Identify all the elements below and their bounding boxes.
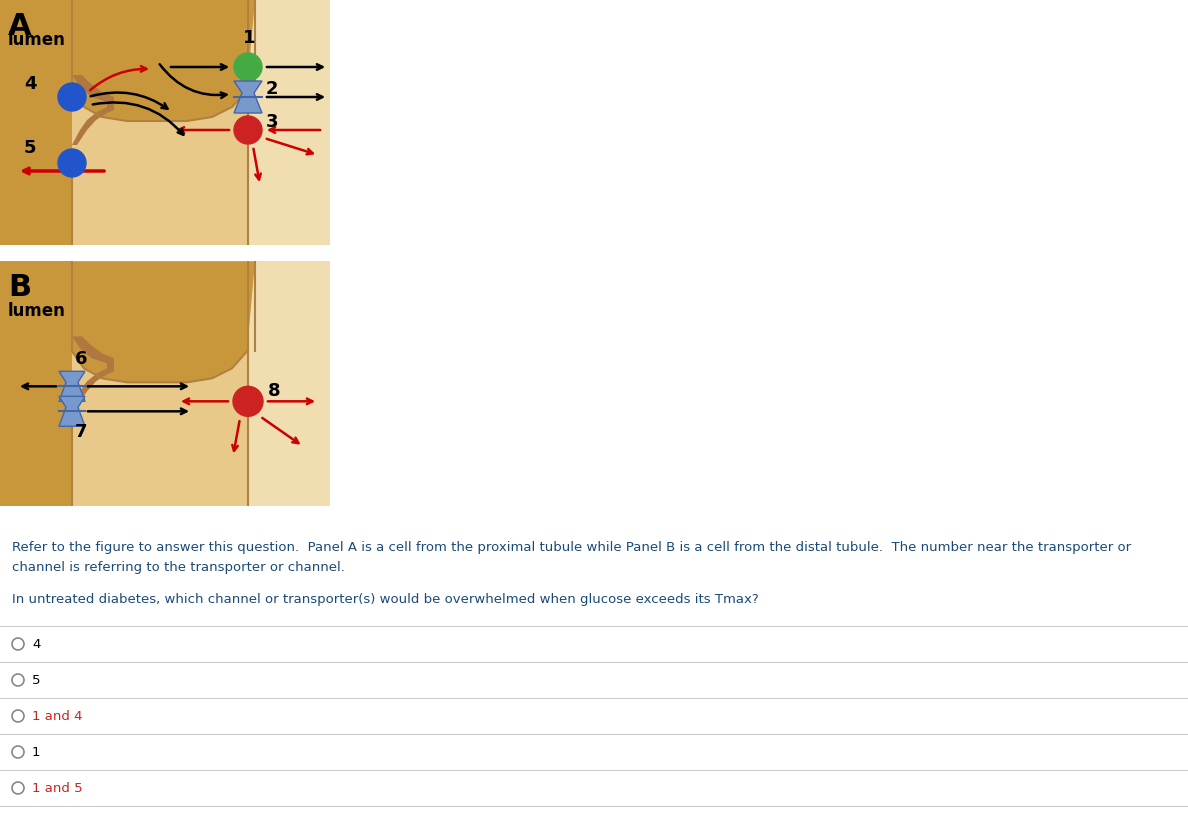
Polygon shape (248, 261, 330, 506)
Text: channel is referring to the transporter or channel.: channel is referring to the transporter … (12, 561, 345, 574)
Polygon shape (248, 0, 330, 245)
Polygon shape (72, 75, 114, 145)
Polygon shape (234, 81, 263, 113)
Circle shape (234, 53, 263, 81)
Text: A: A (8, 12, 32, 41)
Text: 3: 3 (266, 113, 278, 131)
Text: lumen: lumen (8, 31, 65, 49)
Text: 7: 7 (75, 424, 88, 441)
Text: 1: 1 (244, 29, 255, 47)
Circle shape (58, 83, 86, 111)
Text: lumen: lumen (8, 302, 65, 321)
Polygon shape (72, 0, 255, 121)
Text: 1: 1 (32, 746, 40, 759)
Circle shape (234, 116, 263, 144)
Text: 5: 5 (24, 139, 37, 157)
Polygon shape (72, 336, 114, 406)
Text: Refer to the figure to answer this question.  Panel A is a cell from the proxima: Refer to the figure to answer this quest… (12, 541, 1131, 554)
Text: B: B (8, 273, 31, 302)
Text: 1 and 4: 1 and 4 (32, 709, 82, 722)
Polygon shape (59, 371, 86, 401)
Polygon shape (59, 397, 86, 426)
Text: 4: 4 (24, 75, 37, 93)
Text: 2: 2 (266, 80, 278, 98)
Text: 4: 4 (32, 637, 40, 650)
Text: 6: 6 (75, 350, 88, 368)
Polygon shape (0, 261, 330, 506)
Text: 8: 8 (268, 383, 280, 401)
Polygon shape (72, 261, 255, 383)
Polygon shape (0, 0, 330, 245)
Circle shape (58, 149, 86, 177)
Text: 1 and 5: 1 and 5 (32, 782, 83, 795)
Polygon shape (0, 261, 72, 506)
Circle shape (233, 386, 263, 416)
Polygon shape (0, 0, 72, 245)
Text: In untreated diabetes, which channel or transporter(s) would be overwhelmed when: In untreated diabetes, which channel or … (12, 593, 759, 606)
Text: 5: 5 (32, 673, 40, 686)
